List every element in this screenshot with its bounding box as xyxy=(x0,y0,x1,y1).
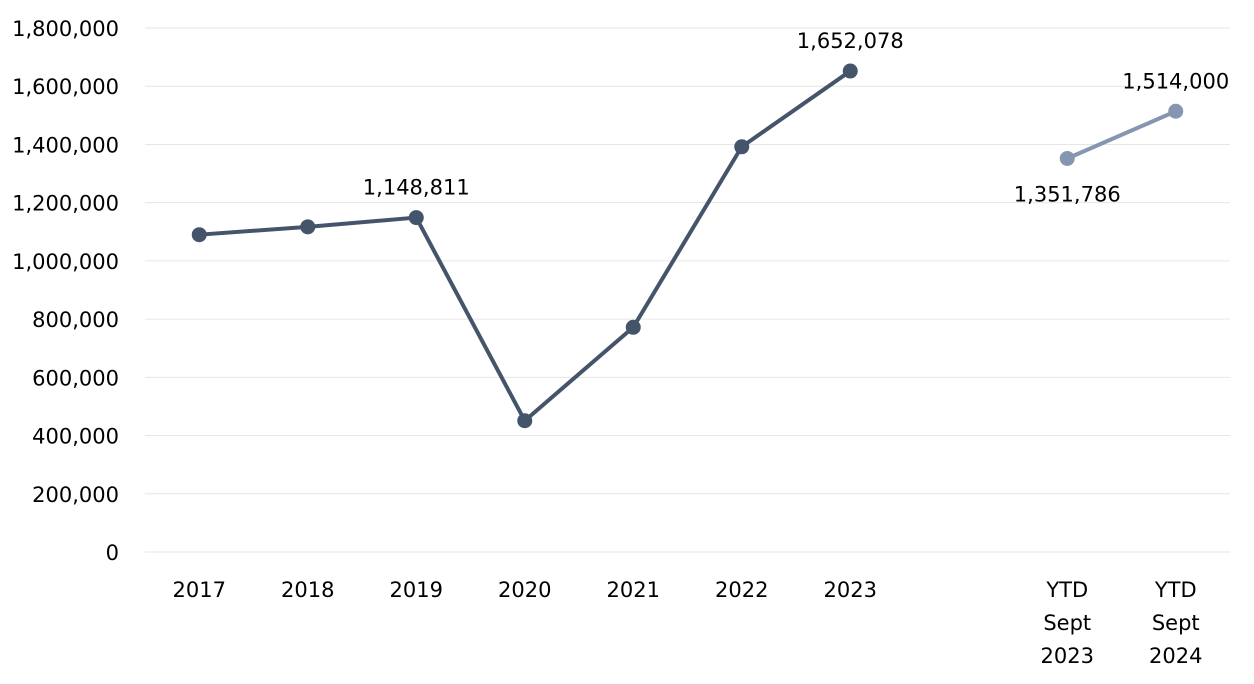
x-tick-label: 2020 xyxy=(498,578,551,602)
x-tick-label-line: 2021 xyxy=(607,578,660,602)
data-label: 1,652,078 xyxy=(797,29,904,53)
data-labels: 1,148,811 1,652,078 1,351,786 1,514,000 xyxy=(363,29,1229,206)
gridlines xyxy=(145,27,1230,553)
data-point xyxy=(625,319,641,335)
data-point xyxy=(191,227,207,243)
y-tick-label: 1,400,000 xyxy=(12,133,119,157)
y-tick-label: 200,000 xyxy=(32,483,119,507)
x-tick-label: 2022 xyxy=(715,578,768,602)
series-line xyxy=(197,69,853,423)
x-tick-label: 2023 xyxy=(824,578,877,602)
data-point xyxy=(408,210,424,226)
x-tick-label: YTD Sept 2024 xyxy=(1149,578,1202,668)
y-tick-label: 1,200,000 xyxy=(12,192,119,216)
data-point xyxy=(1168,103,1184,119)
x-tick-label: YTD Sept 2023 xyxy=(1041,578,1094,668)
data-point xyxy=(517,413,533,429)
x-tick-label: 2018 xyxy=(281,578,334,602)
data-label: 1,514,000 xyxy=(1122,69,1229,93)
y-tick-label: 400,000 xyxy=(32,425,119,449)
x-tick-label-line: 2023 xyxy=(824,578,877,602)
y-tick-label: 600,000 xyxy=(32,366,119,390)
x-tick-label: 2021 xyxy=(607,578,660,602)
y-tick-label: 0 xyxy=(106,541,119,565)
x-tick-label-line: 2022 xyxy=(715,578,768,602)
data-point xyxy=(734,139,750,155)
x-axis: 2017 2018 2019 2020 2021 2022 2023 YTD Sept 2023Y… xyxy=(173,578,1203,668)
x-tick-label-line: 2023 xyxy=(1041,644,1094,668)
y-axis: 0 200,000 400,000 600,000 800,000 1,000,000 1,… xyxy=(12,17,119,565)
x-tick-label-line: 2024 xyxy=(1149,644,1202,668)
data-point xyxy=(300,219,316,235)
x-tick-label-line: Sept xyxy=(1043,611,1091,635)
series-lines xyxy=(197,69,1178,423)
x-tick-label-line: 2020 xyxy=(498,578,551,602)
data-point xyxy=(842,63,858,79)
data-label: 1,351,786 xyxy=(1014,182,1121,206)
y-tick-label: 1,600,000 xyxy=(12,75,119,99)
x-tick-label-line: 2017 xyxy=(173,578,226,602)
data-label: 1,148,811 xyxy=(363,176,470,200)
data-point xyxy=(1059,150,1075,166)
x-tick-label-line: Sept xyxy=(1152,611,1200,635)
x-tick-label-line: 2018 xyxy=(281,578,334,602)
x-tick-label-line: YTD xyxy=(1154,578,1197,602)
x-tick-label: 2017 xyxy=(173,578,226,602)
x-tick-label-line: 2019 xyxy=(390,578,443,602)
y-tick-label: 1,000,000 xyxy=(12,250,119,274)
y-tick-label: 800,000 xyxy=(32,308,119,332)
series-points xyxy=(191,63,1184,429)
series-line xyxy=(1065,109,1178,161)
y-tick-label: 1,800,000 xyxy=(12,17,119,41)
x-tick-label-line: YTD xyxy=(1045,578,1088,602)
x-tick-label: 2019 xyxy=(390,578,443,602)
